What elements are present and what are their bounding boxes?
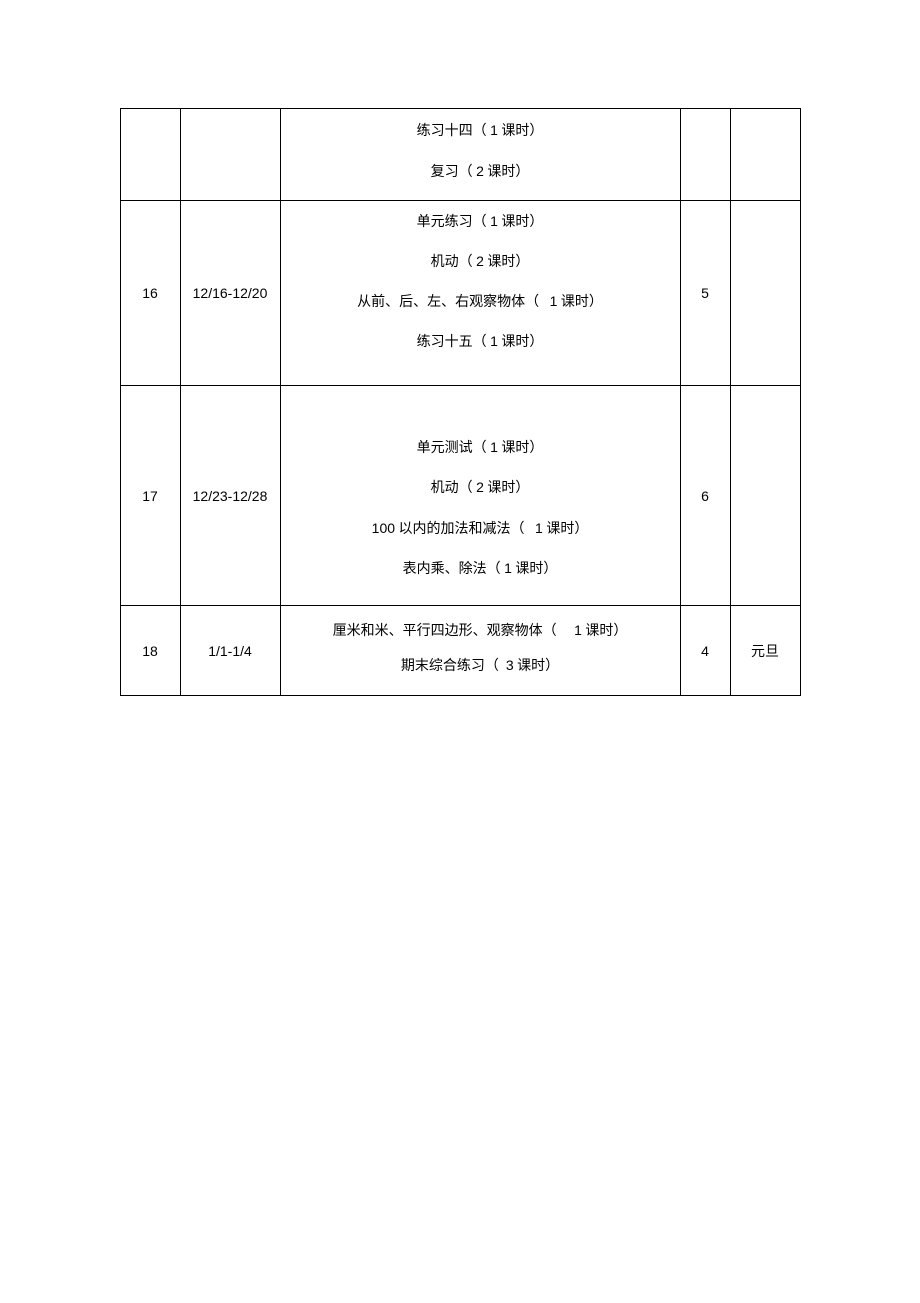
week-cell [120,109,180,201]
content-line: 从前、后、左、右观察物体（ 1 课时） [283,282,678,322]
note-cell: 元旦 [730,606,800,696]
schedule-table: 练习十四（ 1 课时） 复习（ 2 课时） 16 12/16-12/20 单元练… [120,108,801,696]
table-row: 17 12/23-12/28 单元测试（ 1 课时） 机动（ 2 课时） 100… [120,386,800,606]
date-cell: 1/1-1/4 [180,606,280,696]
content-cell: 厘米和米、平行四边形、观察物体（ 1 课时） 期末综合练习（ 3 课时） [280,606,680,696]
table-row: 练习十四（ 1 课时） 复习（ 2 课时） [120,109,800,201]
note-cell [730,386,800,606]
date-cell [180,109,280,201]
content-cell: 练习十四（ 1 课时） 复习（ 2 课时） [280,109,680,201]
date-cell: 12/16-12/20 [180,201,280,386]
content-cell: 单元练习（ 1 课时） 机动（ 2 课时） 从前、后、左、右观察物体（ 1 课时… [280,201,680,386]
content-line: 练习十四（ 1 课时） [283,111,678,151]
table-row: 18 1/1-1/4 厘米和米、平行四边形、观察物体（ 1 课时） 期末综合练习… [120,606,800,696]
week-cell: 18 [120,606,180,696]
week-cell: 17 [120,386,180,606]
note-cell [730,109,800,201]
hours-cell [680,109,730,201]
content-line: 机动（ 2 课时） [283,242,678,282]
content-cell: 单元测试（ 1 课时） 机动（ 2 课时） 100 以内的加法和减法（ 1 课时… [280,386,680,606]
content-line: 期末综合练习（ 3 课时） [283,649,678,684]
date-cell: 12/23-12/28 [180,386,280,606]
content-line: 厘米和米、平行四边形、观察物体（ 1 课时） [283,614,678,649]
note-cell [730,201,800,386]
content-line: 练习十五（ 1 课时） [283,322,678,362]
hours-cell: 6 [680,386,730,606]
hours-cell: 5 [680,201,730,386]
content-line: 机动（ 2 课时） [283,468,678,508]
content-line: 复习（ 2 课时） [283,152,678,192]
content-line: 单元练习（ 1 课时） [283,202,678,242]
content-line: 100 以内的加法和减法（ 1 课时） [283,509,678,549]
hours-cell: 4 [680,606,730,696]
content-line: 表内乘、除法（ 1 课时） [283,549,678,589]
content-line: 单元测试（ 1 课时） [283,428,678,468]
table-row: 16 12/16-12/20 单元练习（ 1 课时） 机动（ 2 课时） 从前、… [120,201,800,386]
week-cell: 16 [120,201,180,386]
